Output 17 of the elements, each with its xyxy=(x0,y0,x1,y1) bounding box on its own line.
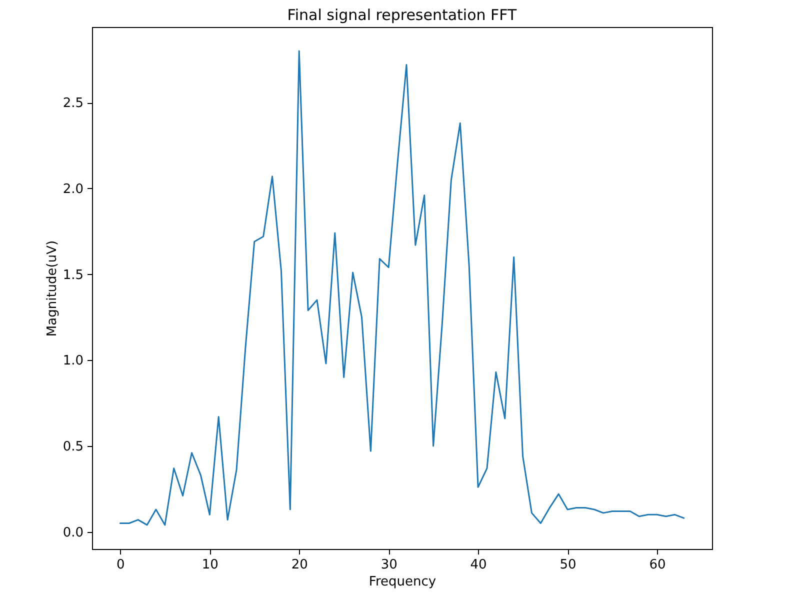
x-tick-label: 10 xyxy=(202,558,218,572)
y-tick-label: 0.5 xyxy=(62,439,84,454)
chart-title: Final signal representation FFT xyxy=(287,6,518,24)
x-tick-label: 60 xyxy=(649,558,666,572)
y-tick-label: 1.0 xyxy=(62,354,84,369)
x-tick-label: 20 xyxy=(291,558,308,572)
x-tick-label: 50 xyxy=(560,558,576,572)
y-tick-label: 0.0 xyxy=(62,525,84,540)
y-tick-label: 1.5 xyxy=(62,268,84,283)
y-axis-title: Magnitude(uV) xyxy=(44,240,60,337)
line-series xyxy=(119,50,685,526)
x-tick-label: 0 xyxy=(116,558,125,572)
y-tick-label: 2.0 xyxy=(62,182,84,197)
x-tick-label: 40 xyxy=(470,558,487,572)
x-axis-title: Frequency xyxy=(368,574,436,590)
y-tick-label: 2.5 xyxy=(62,96,84,112)
x-tick-label: 30 xyxy=(380,558,398,572)
